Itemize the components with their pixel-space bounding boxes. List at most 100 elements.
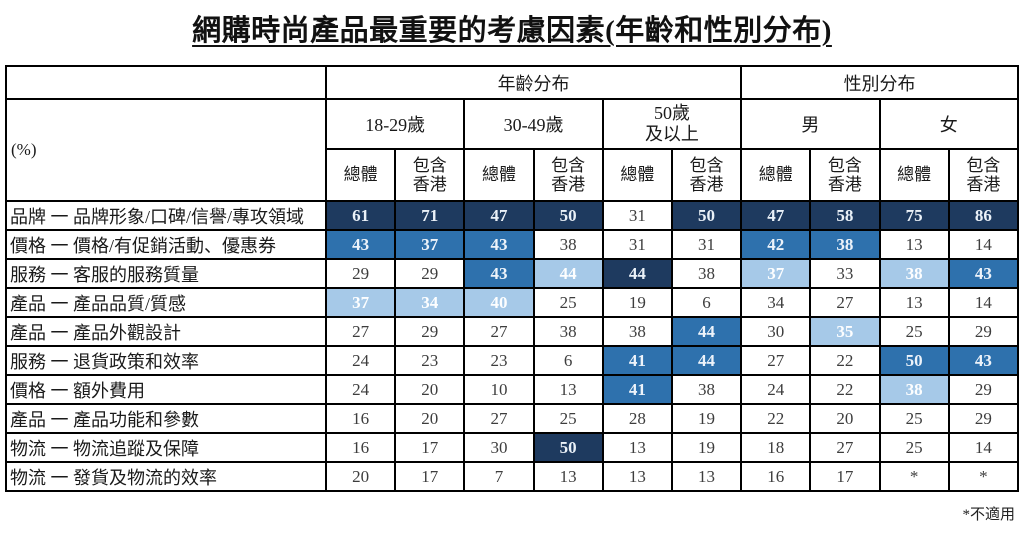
data-cell: 50: [878, 345, 950, 376]
data-cell: 14: [947, 229, 1020, 260]
data-cell: 25: [878, 316, 950, 347]
data-cell: 20: [394, 403, 466, 434]
data-cell: 10: [463, 374, 535, 405]
data-cell: 13: [878, 287, 950, 318]
data-cell: 27: [809, 287, 881, 318]
table-row: 產品 一 產品外觀設計 27 29 27 38 38 44 30 35 25 2…: [5, 316, 1020, 347]
data-cell: 20: [394, 374, 466, 405]
footnote: *不適用: [962, 507, 1015, 523]
data-cell: 50: [532, 200, 604, 231]
data-cell: 29: [324, 258, 397, 289]
data-cell: 29: [947, 403, 1020, 434]
data-cell: 43: [463, 229, 535, 260]
data-cell: 13: [601, 432, 673, 463]
row-label: 產品 一 產品功能和參數: [5, 403, 327, 434]
data-cell: 25: [878, 432, 950, 463]
data-cell: 43: [947, 258, 1020, 289]
table-row: 價格 一 額外費用 24 20 10 13 41 38 24 22 38 29: [5, 374, 1020, 405]
data-cell: 41: [601, 345, 673, 376]
col-measure-hk: 包含 香港: [670, 148, 743, 202]
data-cell: 28: [601, 403, 673, 434]
data-cell: 6: [670, 287, 743, 318]
data-cell: 31: [670, 229, 743, 260]
table-row: 價格 一 價格/有促銷活動、優惠券 43 37 43 38 31 31 42 3…: [5, 229, 1020, 260]
data-cell: 13: [878, 229, 950, 260]
data-cell: 24: [324, 345, 397, 376]
col-measure-total: 總體: [463, 148, 535, 202]
data-cell: 47: [740, 200, 812, 231]
row-label: 產品 一 產品品質/質感: [5, 287, 327, 318]
data-cell: 44: [601, 258, 673, 289]
row-label: 物流 一 物流追蹤及保障: [5, 432, 327, 463]
data-cell: 20: [324, 461, 397, 492]
col-measure-total: 總體: [878, 148, 950, 202]
group-header-row: 年齡分布 性別分布: [5, 65, 1019, 100]
data-cell: 38: [532, 229, 604, 260]
row-label: 物流 一 發貨及物流的效率: [5, 461, 327, 492]
data-cell: 38: [670, 374, 743, 405]
data-cell: 25: [532, 287, 604, 318]
data-cell: 27: [463, 316, 535, 347]
data-cell: 19: [601, 287, 673, 318]
data-cell: 16: [324, 403, 397, 434]
data-cell: 27: [463, 403, 535, 434]
data-cell: 34: [394, 287, 466, 318]
col-male: 男: [740, 98, 881, 150]
col-measure-hk: 包含 香港: [947, 148, 1020, 202]
data-cell: 13: [670, 461, 743, 492]
data-cell: 31: [601, 229, 673, 260]
data-cell: 25: [532, 403, 604, 434]
table-row: 產品 一 產品品質/質感 37 34 40 25 19 6 34 27 13 1…: [5, 287, 1020, 318]
data-cell: 29: [947, 316, 1020, 347]
row-label: 價格 一 價格/有促銷活動、優惠券: [5, 229, 327, 260]
data-cell: 37: [394, 229, 466, 260]
col-age-30-49: 30-49歲: [463, 98, 604, 150]
table-row: 物流 一 物流追蹤及保障 16 17 30 50 13 19 18 27 25 …: [5, 432, 1020, 463]
row-label: 產品 一 產品外觀設計: [5, 316, 327, 347]
data-cell: 20: [809, 403, 881, 434]
data-cell: 24: [324, 374, 397, 405]
data-cell: 58: [809, 200, 881, 231]
data-cell: 42: [740, 229, 812, 260]
data-cell: 30: [740, 316, 812, 347]
data-cell: 33: [809, 258, 881, 289]
col-measure-hk: 包含 香港: [809, 148, 881, 202]
data-cell: 16: [740, 461, 812, 492]
data-cell: 38: [601, 316, 673, 347]
page: 網購時尚產品最重要的考慮因素(年齡和性別分布) 年齡分布 性別分布 (%) 18…: [0, 7, 1024, 523]
table-row: 產品 一 產品功能和參數 16 20 27 25 28 19 22 20 25 …: [5, 403, 1020, 434]
data-cell: 29: [394, 258, 466, 289]
data-cell: 17: [809, 461, 881, 492]
col-age-18-29: 18-29歲: [324, 98, 466, 150]
table-row: 品牌 一 品牌形象/口碑/信譽/專攻領域 61 71 47 50 31 50 4…: [5, 200, 1020, 231]
data-cell: 44: [532, 258, 604, 289]
data-cell: 27: [740, 345, 812, 376]
data-cell: 37: [740, 258, 812, 289]
data-cell: 71: [394, 200, 466, 231]
col-measure-total: 總體: [324, 148, 397, 202]
col-measure-hk: 包含 香港: [394, 148, 466, 202]
data-cell: 13: [532, 374, 604, 405]
col-age-50-plus: 50歲 及以上: [601, 98, 743, 150]
data-cell: 38: [809, 229, 881, 260]
table-header: 年齡分布 性別分布 (%) 18-29歲 30-49歲 50歲 及以上 男 女 …: [5, 65, 1020, 202]
data-cell: 29: [947, 374, 1020, 405]
col-measure-total: 總體: [740, 148, 812, 202]
data-cell: 75: [878, 200, 950, 231]
table-row: 服務 一 客服的服務質量 29 29 43 44 44 38 37 33 38 …: [5, 258, 1020, 289]
table-row: 服務 一 退貨政策和效率 24 23 23 6 41 44 27 22 50 4…: [5, 345, 1020, 376]
data-cell: 6: [532, 345, 604, 376]
data-cell: 29: [394, 316, 466, 347]
data-cell: 35: [809, 316, 881, 347]
data-cell: 17: [394, 461, 466, 492]
data-cell: 22: [809, 345, 881, 376]
data-cell: 30: [463, 432, 535, 463]
data-cell: 43: [324, 229, 397, 260]
data-cell: 22: [809, 374, 881, 405]
data-cell: 61: [324, 200, 397, 231]
data-cell: 38: [670, 258, 743, 289]
data-cell: 50: [532, 432, 604, 463]
corner-cell: [5, 65, 327, 100]
data-cell: 34: [740, 287, 812, 318]
col-measure-total: 總體: [601, 148, 673, 202]
